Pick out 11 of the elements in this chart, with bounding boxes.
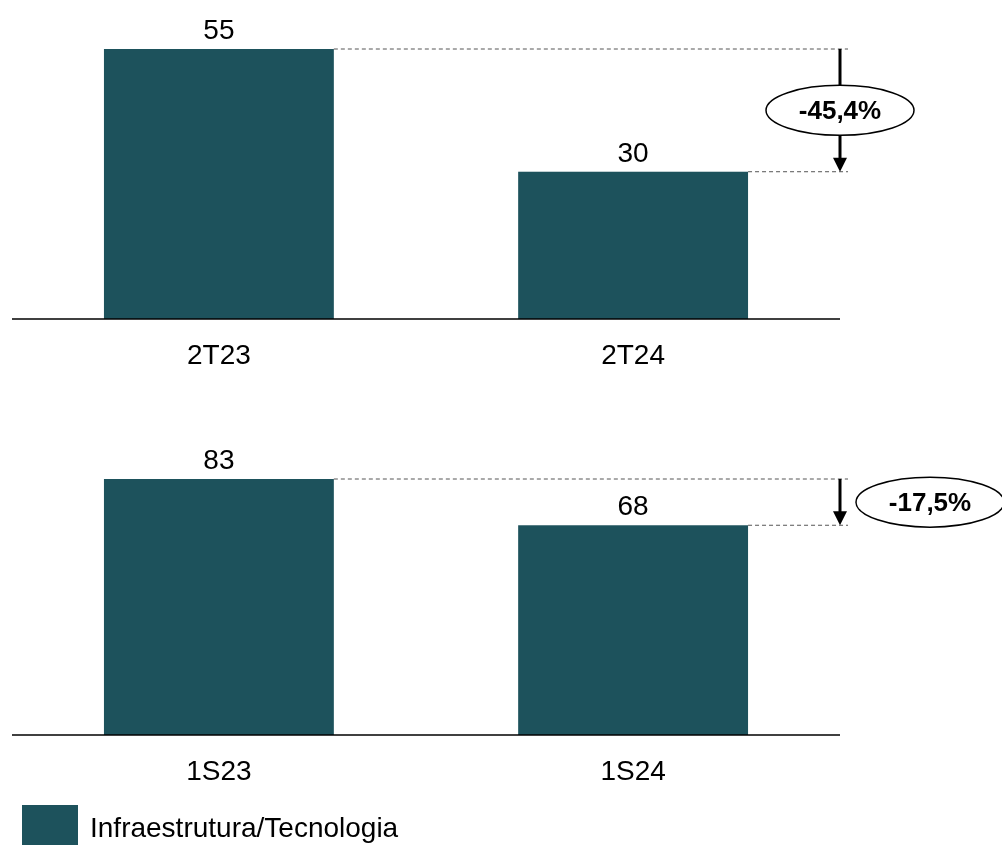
x-tick-label: 2T24 — [601, 339, 666, 370]
data-label: 68 — [617, 490, 649, 522]
annotation: -45,4% — [798, 95, 882, 126]
legend-label: Infraestrutura/Tecnologia — [90, 812, 399, 843]
x-tick-label: 1S23 — [186, 755, 252, 786]
data-label: 55 — [203, 14, 235, 45]
data-label: 30 — [617, 136, 649, 168]
x-tick-label: 2T23 — [186, 339, 251, 370]
data-label: 83 — [203, 444, 235, 475]
text: -17,5% — [888, 487, 972, 518]
x-tick-label: 1S24 — [600, 755, 666, 786]
